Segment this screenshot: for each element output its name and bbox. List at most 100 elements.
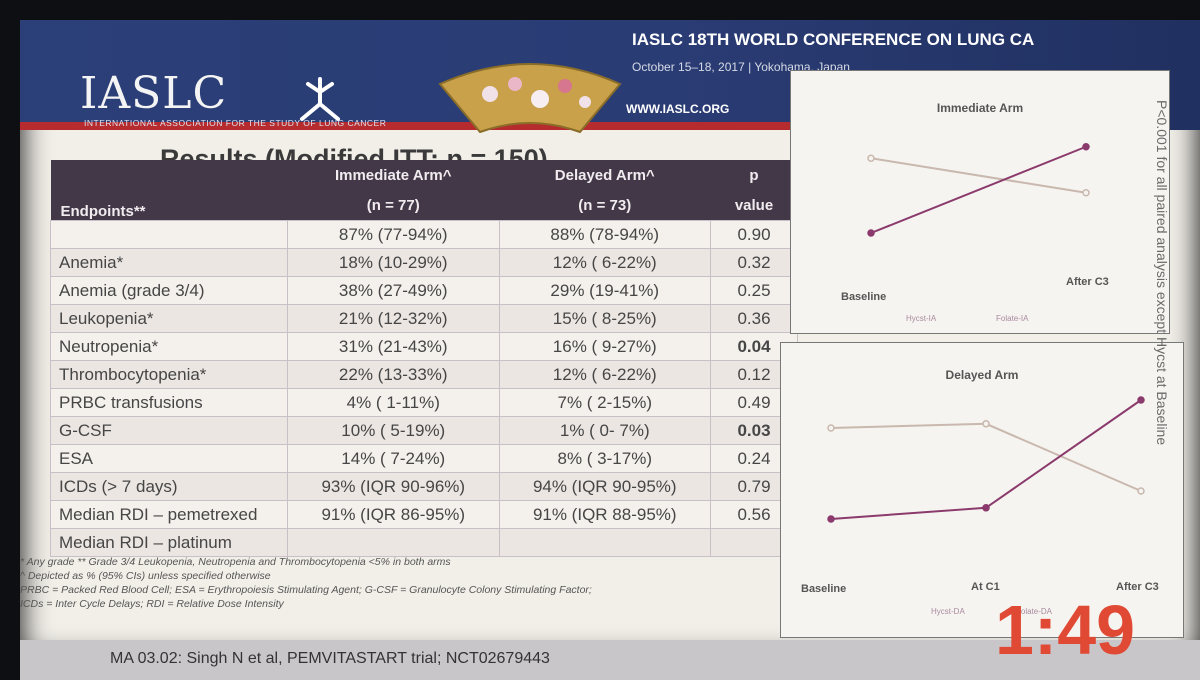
delayed-arm-chart: Delayed Arm Baseline At C1 After C3 Hycs… xyxy=(780,342,1184,638)
immediate-cell: 21% (12-32%) xyxy=(287,304,500,333)
citation-text: MA 03.02: Singh N et al, PEMVITASTART tr… xyxy=(110,650,550,667)
table-row: PRBC transfusions 4% ( 1-11%) 7% ( 2-15%) 0… xyxy=(50,388,798,417)
citation-bar: MA 03.02: Singh N et al, PEMVITASTART tr… xyxy=(20,640,1200,680)
header-delayed: Delayed Arm^ xyxy=(499,160,711,190)
delayed-cell: 12% ( 6-22%) xyxy=(498,248,711,277)
endpoint-cell: G-CSF xyxy=(50,416,288,445)
data-point-folate-ia-0 xyxy=(867,229,875,237)
series-line-folate-da xyxy=(830,399,1142,520)
data-point-hycst-ia-1 xyxy=(1082,189,1090,197)
data-point-folate-da-1 xyxy=(982,504,990,512)
endpoint-cell: Thrombocytopenia* xyxy=(50,360,288,389)
header-p-value: value xyxy=(710,190,798,221)
immediate-cell xyxy=(287,528,500,557)
table-row: Anemia* 18% (10-29%) 12% ( 6-22%) 0.32 xyxy=(50,248,798,277)
immediate-cell: 10% ( 5-19%) xyxy=(287,416,500,445)
data-point-hycst-da-2 xyxy=(1137,487,1145,495)
logo-subtitle: INTERNATIONAL ASSOCIATION FOR THE STUDY … xyxy=(84,118,387,128)
countdown-timer: 1:49 xyxy=(995,591,1136,669)
x-label-baseline: Baseline xyxy=(841,291,887,303)
immediate-arm-plot xyxy=(867,143,1090,237)
delayed-cell: 16% ( 9-27%) xyxy=(498,332,711,361)
p-value-cell: 0.32 xyxy=(710,248,798,277)
x-label-after-c3-da: After C3 xyxy=(1116,581,1159,593)
p-value-cell: 0.25 xyxy=(710,276,798,305)
data-point-hycst-da-0 xyxy=(827,424,835,432)
endpoint-cell: ESA xyxy=(50,444,288,473)
endpoint-cell: ICDs (> 7 days) xyxy=(50,472,288,501)
delayed-cell: 1% ( 0- 7%) xyxy=(498,416,711,445)
immediate-cell: 18% (10-29%) xyxy=(287,248,500,277)
p-value-cell: 0.90 xyxy=(710,220,798,249)
delayed-cell: 12% ( 6-22%) xyxy=(498,360,711,389)
table-header-row: Endpoints** Immediate Arm^ Delayed Arm^ … xyxy=(50,160,798,221)
series-line-hycst-da xyxy=(830,422,1142,492)
data-point-folate-da-2 xyxy=(1137,396,1145,404)
footnote-4: ICDs = Inter Cycle Delays; RDI = Relativ… xyxy=(20,598,284,610)
data-point-hycst-da-1 xyxy=(982,420,990,428)
lung-logo-icon xyxy=(300,77,340,121)
p-value-cell: 0.36 xyxy=(710,304,798,333)
footnote-2: ^ Depicted as % (95% CIs) unless specifi… xyxy=(20,570,271,582)
x-label-at-c1: At C1 xyxy=(971,581,1000,593)
immediate-cell: 14% ( 7-24%) xyxy=(287,444,500,473)
data-point-folate-da-0 xyxy=(827,515,835,523)
chart-title-immediate: Immediate Arm xyxy=(936,101,1024,115)
delayed-arm-plot xyxy=(827,396,1145,523)
header-endpoints: Endpoints** xyxy=(50,160,288,221)
endpoint-cell: Neutropenia* xyxy=(50,332,288,361)
immediate-arm-chart: Immediate Arm Baseline After C3 Hycst-IA… xyxy=(790,70,1170,334)
x-label-after-c3: After C3 xyxy=(1066,276,1109,288)
iaslc-logo: IASLC xyxy=(80,68,228,119)
legend-folate-ia: Folate-IA xyxy=(996,314,1029,323)
immediate-cell: 31% (21-43%) xyxy=(287,332,500,361)
header-immediate: Immediate Arm^ xyxy=(287,160,499,190)
chart-title-delayed: Delayed Arm xyxy=(945,368,1019,382)
data-point-folate-ia-1 xyxy=(1082,143,1090,151)
table-row: Median RDI – platinum xyxy=(50,528,798,557)
immediate-cell: 38% (27-49%) xyxy=(287,276,500,305)
endpoint-cell: Anemia* xyxy=(50,248,288,277)
table-row: 87% (77-94%) 88% (78-94%) 0.90 xyxy=(50,220,798,249)
table-row: G-CSF 10% ( 5-19%) 1% ( 0- 7%) 0.03 xyxy=(50,416,798,445)
footnote-1: * Any grade ** Grade 3/4 Leukopenia, Neu… xyxy=(20,556,451,568)
immediate-cell: 4% ( 1-11%) xyxy=(287,388,500,417)
endpoint-cell: Median RDI – pemetrexed xyxy=(50,500,288,529)
table-row: Thrombocytopenia* 22% (13-33%) 12% ( 6-22%… xyxy=(50,360,798,389)
header-delayed-n: (n = 73) xyxy=(499,190,711,221)
header-p: p xyxy=(710,160,798,190)
delayed-cell: 94% (IQR 90-95%) xyxy=(498,472,711,501)
immediate-cell: 91% (IQR 86-95%) xyxy=(287,500,500,529)
red-stripe xyxy=(20,122,800,130)
slide-screen: IASLC INTERNATIONAL ASSOCIATION FOR THE … xyxy=(20,20,1200,680)
endpoint-cell: Leukopenia* xyxy=(50,304,288,333)
series-line-folate-ia xyxy=(870,145,1087,234)
delayed-cell: 7% ( 2-15%) xyxy=(498,388,711,417)
immediate-cell: 22% (13-33%) xyxy=(287,360,500,389)
delayed-cell: 29% (19-41%) xyxy=(498,276,711,305)
header-immediate-n: (n = 77) xyxy=(287,190,499,221)
series-line-hycst-ia xyxy=(870,157,1087,194)
delayed-cell xyxy=(498,528,711,557)
conference-website: WWW.IASLC.ORG xyxy=(626,102,730,116)
x-label-baseline-da: Baseline xyxy=(801,583,847,595)
table-row: Median RDI – pemetrexed 91% (IQR 86-95%) 9… xyxy=(50,500,798,529)
immediate-cell: 87% (77-94%) xyxy=(287,220,500,249)
paired-analysis-note: P<0.001 for all paired analysis except H… xyxy=(1154,100,1170,446)
endpoint-cell: Median RDI – platinum xyxy=(50,528,288,557)
footnote-3: PRBC = Packed Red Blood Cell; ESA = Eryt… xyxy=(20,584,592,596)
table-row: Neutropenia* 31% (21-43%) 16% ( 9-27%) 0.04 xyxy=(50,332,798,361)
endpoint-cell: PRBC transfusions xyxy=(50,388,288,417)
conference-title: IASLC 18TH WORLD CONFERENCE ON LUNG CA xyxy=(632,30,1035,49)
legend-folate-da: Folate-DA xyxy=(1016,607,1053,616)
immediate-cell: 93% (IQR 90-96%) xyxy=(287,472,500,501)
endpoint-cell xyxy=(50,220,288,249)
table-row: ESA 14% ( 7-24%) 8% ( 3-17%) 0.24 xyxy=(50,444,798,473)
table-header-row-2: (n = 77) (n = 73) value xyxy=(51,190,798,221)
delayed-cell: 8% ( 3-17%) xyxy=(498,444,711,473)
results-table: Endpoints** Immediate Arm^ Delayed Arm^ … xyxy=(50,160,798,557)
table-row: ICDs (> 7 days) 93% (IQR 90-96%) 94% (IQR … xyxy=(50,472,798,501)
delayed-cell: 91% (IQR 88-95%) xyxy=(498,500,711,529)
data-point-hycst-ia-0 xyxy=(867,154,875,162)
legend-hycst-ia: Hycst-IA xyxy=(906,314,937,323)
